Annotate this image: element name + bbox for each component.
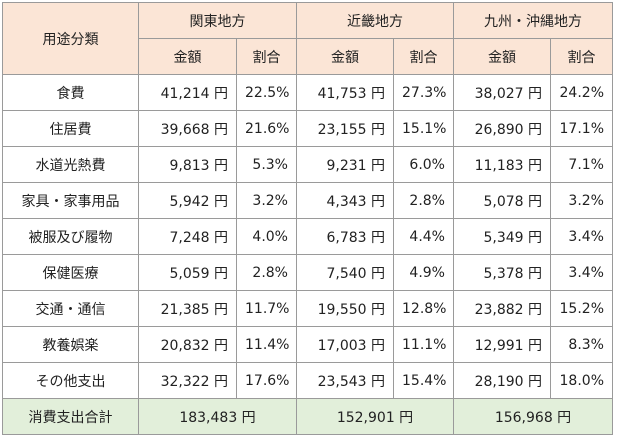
total-cell: 156,968 円 <box>453 398 613 435</box>
share-cell: 18.0% <box>550 362 613 399</box>
share-cell: 3.4% <box>550 218 613 255</box>
amount-cell: 20,832 円 <box>138 326 237 363</box>
subheader-row: 金額 割合 金額 割合 金額 割合 <box>3 38 613 75</box>
share-cell: 17.1% <box>550 110 613 147</box>
share-cell: 4.9% <box>393 254 454 291</box>
amount-cell: 11,183 円 <box>453 146 551 183</box>
subheader: 金額 <box>138 38 237 75</box>
data-row: 保健医療 5,059 円 2.8% 7,540 円 4.9% 5,378 円 3.4% <box>2 254 613 291</box>
data-row: 水道光熱費 9,813 円 5.3% 9,231 円 6.0% 11,183 円 7.1% <box>2 146 613 183</box>
share-cell: 5.3% <box>236 146 297 183</box>
share-cell: 12.8% <box>393 290 454 327</box>
amount-cell: 7,248 円 <box>138 218 237 255</box>
row-label: その他支出 <box>2 362 139 399</box>
share-cell: 3.4% <box>550 254 613 291</box>
amount-cell: 5,349 円 <box>453 218 551 255</box>
share-cell: 8.3% <box>550 326 613 363</box>
share-cell: 27.3% <box>393 74 454 111</box>
data-row: 食費 41,214 円 22.5% 41,753 円 27.3% 38,027 円 24.2… <box>2 74 613 111</box>
data-row: 被服及び履物 7,248 円 4.0% 6,783 円 4.4% 5,349 円 3.4% <box>2 218 613 255</box>
share-cell: 4.0% <box>236 218 297 255</box>
amount-cell: 4,343 円 <box>296 182 394 219</box>
amount-cell: 23,882 円 <box>453 290 551 327</box>
amount-cell: 23,543 円 <box>296 362 394 399</box>
share-cell: 3.2% <box>236 182 297 219</box>
share-cell: 4.4% <box>393 218 454 255</box>
amount-cell: 9,813 円 <box>138 146 237 183</box>
subheader: 割合 <box>550 38 613 75</box>
subheader: 割合 <box>236 38 297 75</box>
subheader: 金額 <box>296 38 394 75</box>
total-cell: 152,901 円 <box>296 398 454 435</box>
share-cell: 15.1% <box>393 110 454 147</box>
amount-cell: 21,385 円 <box>138 290 237 327</box>
share-cell: 15.2% <box>550 290 613 327</box>
footer-label: 消費支出合計 <box>2 398 139 435</box>
region-header: 九州・沖縄地方 <box>453 2 613 39</box>
share-cell: 6.0% <box>393 146 454 183</box>
row-label: 住居費 <box>2 110 139 147</box>
table-body: 食費 41,214 円 22.5% 41,753 円 27.3% 38,027 円 24.2… <box>2 74 613 435</box>
amount-cell: 9,231 円 <box>296 146 394 183</box>
share-cell: 11.4% <box>236 326 297 363</box>
data-row: 教養娯楽 20,832 円 11.4% 17,003 円 11.1% 12,991 円 8.… <box>2 326 613 363</box>
amount-cell: 32,322 円 <box>138 362 237 399</box>
data-row: 住居費 39,668 円 21.6% 23,155 円 15.1% 26,890 円 17.… <box>2 110 613 147</box>
share-cell: 11.1% <box>393 326 454 363</box>
subheader: 金額 <box>453 38 551 75</box>
header-row: 用途分類 関東地方 近畿地方 九州・沖縄地方 <box>2 2 613 75</box>
row-label: 水道光熱費 <box>2 146 139 183</box>
amount-cell: 5,078 円 <box>453 182 551 219</box>
amount-cell: 38,027 円 <box>453 74 551 111</box>
row-label: 食費 <box>2 74 139 111</box>
amount-cell: 19,550 円 <box>296 290 394 327</box>
row-label: 被服及び履物 <box>2 218 139 255</box>
row-label: 教養娯楽 <box>2 326 139 363</box>
amount-cell: 26,890 円 <box>453 110 551 147</box>
subheader: 割合 <box>393 38 454 75</box>
data-row: 家具・家事用品 5,942 円 3.2% 4,343 円 2.8% 5,078 円 3.2% <box>2 182 613 219</box>
amount-cell: 23,155 円 <box>296 110 394 147</box>
share-cell: 2.8% <box>236 254 297 291</box>
row-label-header: 用途分類 <box>2 2 139 75</box>
footer-row: 消費支出合計 183,483 円 152,901 円 156,968 円 <box>2 398 613 435</box>
amount-cell: 5,942 円 <box>138 182 237 219</box>
share-cell: 2.8% <box>393 182 454 219</box>
row-label: 保健医療 <box>2 254 139 291</box>
amount-cell: 41,214 円 <box>138 74 237 111</box>
total-cell: 183,483 円 <box>138 398 297 435</box>
share-cell: 24.2% <box>550 74 613 111</box>
amount-cell: 41,753 円 <box>296 74 394 111</box>
amount-cell: 6,783 円 <box>296 218 394 255</box>
amount-cell: 39,668 円 <box>138 110 237 147</box>
share-cell: 21.6% <box>236 110 297 147</box>
amount-cell: 7,540 円 <box>296 254 394 291</box>
amount-cell: 5,059 円 <box>138 254 237 291</box>
amount-cell: 17,003 円 <box>296 326 394 363</box>
region-header: 関東地方 <box>138 2 297 39</box>
share-cell: 7.1% <box>550 146 613 183</box>
amount-cell: 28,190 円 <box>453 362 551 399</box>
share-cell: 15.4% <box>393 362 454 399</box>
amount-cell: 5,378 円 <box>453 254 551 291</box>
share-cell: 3.2% <box>550 182 613 219</box>
table-header: 用途分類 関東地方 近畿地方 九州・沖縄地方 金額 割合 金額 割合 金額 割合 <box>2 2 613 75</box>
region-header: 近畿地方 <box>296 2 454 39</box>
amount-cell: 12,991 円 <box>453 326 551 363</box>
share-cell: 17.6% <box>236 362 297 399</box>
expense-table: 用途分類 関東地方 近畿地方 九州・沖縄地方 金額 割合 金額 割合 金額 割合 食費 41,214… <box>2 2 613 435</box>
row-label: 交通・通信 <box>2 290 139 327</box>
share-cell: 11.7% <box>236 290 297 327</box>
share-cell: 22.5% <box>236 74 297 111</box>
row-label: 家具・家事用品 <box>2 182 139 219</box>
